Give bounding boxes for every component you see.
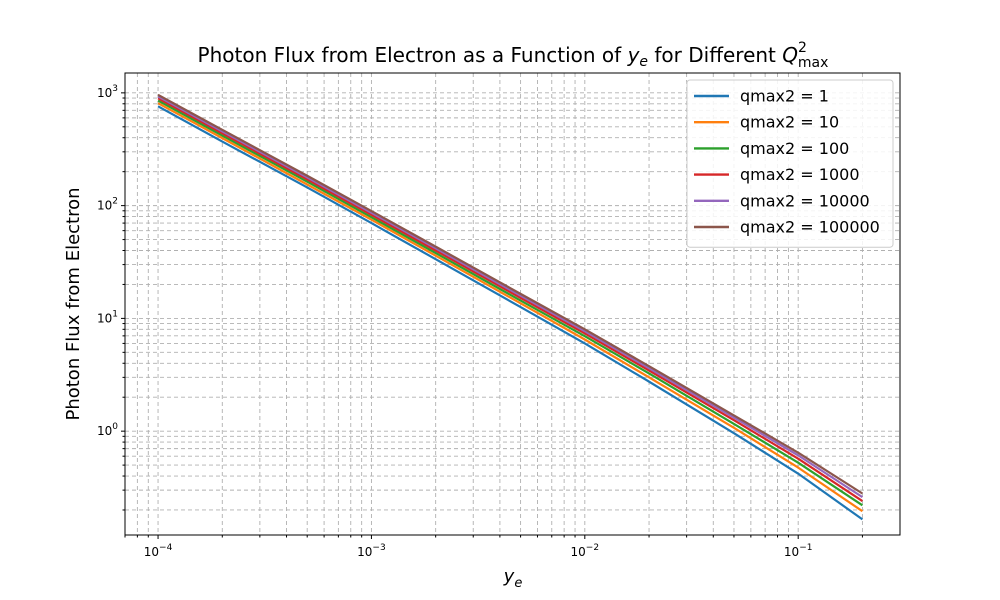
y-tick-label: 101 [97,309,118,325]
series-line-5 [157,95,864,499]
legend-entry: qmax2 = 1 [740,87,829,106]
title-prefix: Photon Flux from Electron as a Function … [198,43,628,67]
plot-frame [124,72,901,536]
x-tick-label-exp: −4 [159,543,173,553]
title-q: Q [782,43,798,67]
x-tick-label: 10−3 [357,543,386,559]
chart-title: Photon Flux from Electron as a Function … [198,40,829,71]
y-tick-label-exp: 0 [112,422,118,432]
x-tick-label-base: 10 [784,545,799,559]
x-tick-label: 10−1 [784,543,813,559]
x-axis-label-base: y [503,566,515,587]
y-tick-label: 103 [97,84,118,100]
x-axis-label: ye [503,566,523,591]
y-tick-label-exp: 1 [112,309,118,319]
y-tick-label-base: 10 [97,424,112,438]
title-q-sup: 2 [798,40,807,56]
x-axis-label-sub: e [514,576,522,591]
series-line-3 [157,99,864,507]
y-tick-label-base: 10 [97,199,112,213]
title-var-sub: e [639,54,648,70]
series-line-6 [157,93,864,495]
series-line-4 [157,97,864,502]
legend-box [686,79,894,248]
x-tick-label-base: 10 [571,545,586,559]
x-tick-label-base: 10 [144,545,159,559]
y-tick-label: 102 [97,197,118,213]
series-line-1 [157,105,864,521]
title-q-sub: max [798,55,829,71]
x-tick-label-base: 10 [357,545,372,559]
y-axis-label: Photon Flux from Electron [63,187,84,420]
series-lines [157,93,864,521]
grid [124,73,900,535]
series-line-2 [157,102,864,513]
title-var: y [627,43,641,67]
legend-entry: qmax2 = 10 [740,113,839,132]
legend-entry: qmax2 = 100000 [740,218,880,237]
y-tick-label: 100 [97,422,118,438]
y-tick-label-base: 10 [97,311,112,325]
legend-entry: qmax2 = 100 [740,139,849,158]
y-tick-label-exp: 2 [112,197,118,207]
legend-entry: qmax2 = 1000 [740,165,860,184]
x-tick-label: 10−2 [571,543,600,559]
legend-entry: qmax2 = 10000 [740,191,870,210]
x-tick-label-exp: −1 [799,543,812,553]
y-tick-label-base: 10 [97,86,112,100]
legend: qmax2 = 1 qmax2 = 10 qmax2 = 100 qmax2 = 10… [686,79,894,248]
x-tick-label: 10−4 [144,543,173,559]
y-tick-label-exp: 3 [112,84,118,94]
x-tick-label-exp: −3 [372,543,385,553]
x-tick-label-exp: −2 [586,543,599,553]
title-middle: for Different [648,43,782,67]
